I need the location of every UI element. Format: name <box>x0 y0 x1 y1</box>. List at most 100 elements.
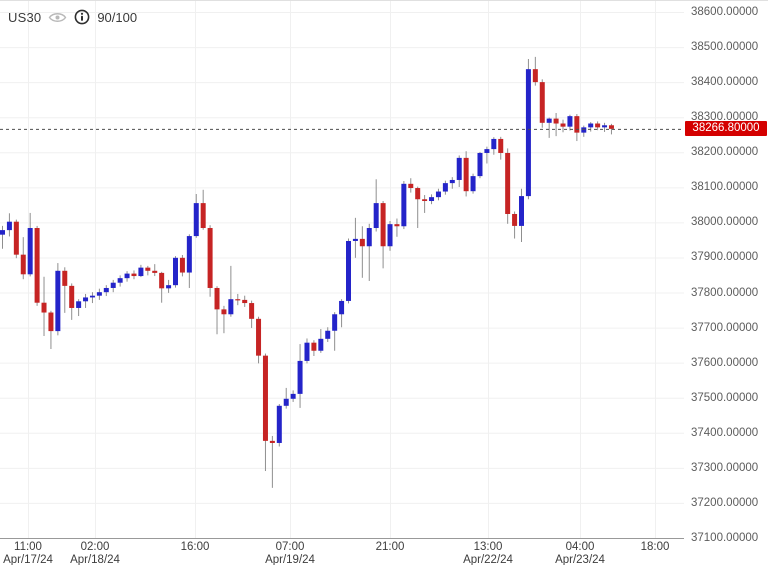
candle <box>173 256 178 288</box>
candle <box>0 225 5 249</box>
candle <box>401 181 407 230</box>
candle <box>221 305 227 334</box>
info-icon[interactable] <box>74 9 90 25</box>
candle <box>48 310 54 349</box>
candle <box>55 263 61 336</box>
price-axis-label: 38500.00000 <box>691 41 759 54</box>
candle <box>76 299 82 317</box>
candle <box>435 188 441 201</box>
candle <box>463 151 469 197</box>
candle <box>103 285 109 297</box>
candle <box>546 117 552 138</box>
candle <box>491 137 497 155</box>
chart-header: US30 90/100 <box>8 9 137 25</box>
price-axis-label: 37500.00000 <box>691 391 759 404</box>
time-axis-label: 04:00 Apr/23/24 <box>555 541 605 565</box>
candle <box>20 237 26 280</box>
current-price-tag: 38266.80000 <box>685 121 767 137</box>
candle <box>249 300 255 328</box>
candle <box>332 312 338 351</box>
candle <box>62 267 68 313</box>
time-axis[interactable]: 11:00 Apr/17/24 02:00 Apr/18/24 16:00 07:00 Ap… <box>0 539 768 565</box>
price-axis-label: 38400.00000 <box>691 76 759 89</box>
candle <box>193 193 199 238</box>
time-axis-label: 02:00 Apr/18/24 <box>70 541 120 565</box>
price-axis-label: 37900.00000 <box>691 251 759 264</box>
candle <box>318 329 324 353</box>
candle <box>429 194 435 205</box>
eye-icon[interactable] <box>48 11 67 24</box>
time-axis-label: 13:00 Apr/22/24 <box>463 541 513 565</box>
candle <box>380 201 386 269</box>
candle <box>422 195 428 213</box>
price-axis-label: 37700.00000 <box>691 321 759 334</box>
candle <box>186 234 192 288</box>
symbol-label: US30 <box>8 9 42 25</box>
candle <box>449 177 455 189</box>
candle <box>484 146 490 164</box>
candle <box>166 279 172 293</box>
candle <box>602 122 608 132</box>
price-axis-label: 37600.00000 <box>691 356 759 369</box>
strength-score: 90/100 <box>97 9 138 25</box>
candle <box>456 155 462 187</box>
candle <box>27 212 33 277</box>
candle <box>13 219 19 259</box>
price-axis-label: 37300.00000 <box>691 461 759 474</box>
price-axis-label: 38600.00000 <box>691 6 759 18</box>
candle <box>532 56 538 86</box>
candle <box>325 327 331 342</box>
price-axis[interactable]: 38266.80000 37100.00000 37200.00000 37300.… <box>684 1 768 546</box>
candle <box>387 220 393 251</box>
candle <box>366 223 372 281</box>
candle <box>498 136 504 160</box>
candles-layer <box>0 56 614 488</box>
candle <box>290 390 296 402</box>
candle <box>117 275 123 287</box>
candle <box>124 271 130 282</box>
candle <box>553 112 559 137</box>
candle <box>304 338 310 364</box>
candle <box>373 179 379 232</box>
price-axis-label: 38100.00000 <box>691 181 759 194</box>
time-axis-label: 07:00 Apr/19/24 <box>265 541 315 565</box>
candle <box>352 217 358 258</box>
candle <box>394 218 400 237</box>
candle <box>595 121 601 131</box>
candle <box>262 353 268 472</box>
price-axis-label: 38200.00000 <box>691 146 759 159</box>
candle <box>581 125 587 137</box>
candle <box>269 435 275 488</box>
price-axis-label: 38000.00000 <box>691 216 759 229</box>
candle <box>339 299 345 328</box>
candle <box>110 279 116 293</box>
candle <box>408 178 414 193</box>
candle <box>442 180 448 195</box>
candle <box>207 225 213 297</box>
candle <box>131 270 137 280</box>
candle <box>588 122 594 132</box>
candle <box>574 114 580 142</box>
candle <box>83 293 89 308</box>
candle <box>242 295 248 307</box>
candle <box>34 225 40 306</box>
candle <box>608 123 614 135</box>
candle <box>512 211 518 239</box>
grid-layer <box>0 1 684 539</box>
price-axis-label: 38300.00000 <box>691 111 759 124</box>
price-axis-label: 37800.00000 <box>691 286 759 299</box>
candle <box>311 340 317 357</box>
candle <box>145 265 151 276</box>
candle <box>297 344 303 408</box>
candle <box>283 387 289 409</box>
candle <box>346 238 351 304</box>
candle <box>159 271 165 303</box>
candle <box>470 173 476 194</box>
candle <box>477 151 483 179</box>
candle <box>415 186 421 229</box>
candle <box>505 148 511 224</box>
time-axis-label: 11:00 Apr/17/24 <box>3 541 53 565</box>
candle <box>69 283 75 320</box>
